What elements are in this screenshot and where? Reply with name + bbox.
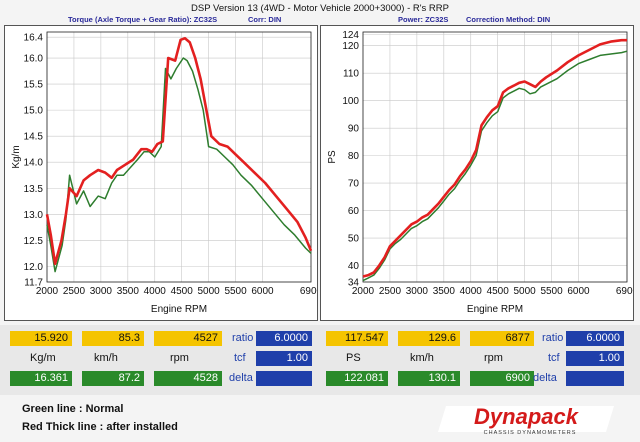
y-tick-label: 12.5 — [24, 236, 44, 247]
y-tick-label: 100 — [342, 96, 359, 107]
x-tick-label: 5000 — [514, 286, 537, 297]
torque-value-normal: 15.920 — [10, 331, 72, 346]
x-tick-label: 3000 — [90, 286, 113, 297]
y-tick-label: 16.4 — [24, 33, 44, 44]
tcf-label: tcf — [234, 352, 246, 364]
torque-correction: Corr: DIN — [248, 15, 282, 24]
after-installed-series-line — [362, 38, 627, 278]
power-unit: PS — [346, 352, 361, 364]
torque-subtitle: Torque (Axle Torque + Gear Ratio): ZC32S — [68, 15, 218, 24]
power-speed-value-after: 130.1 — [398, 371, 460, 386]
x-tick-label: 6000 — [567, 286, 590, 297]
y-tick-label: 15.5 — [24, 80, 44, 91]
y-tick-label: 34 — [348, 278, 360, 289]
y-tick-label: 124 — [342, 30, 359, 41]
y-tick-label: 11.7 — [24, 278, 43, 289]
power-delta-value — [566, 371, 624, 386]
x-tick-label: 3500 — [433, 286, 456, 297]
power-tcf-label: tcf — [548, 352, 560, 364]
x-tick-label: 5500 — [540, 286, 563, 297]
x-tick-label: 2500 — [63, 286, 86, 297]
power-delta-label: delta — [533, 372, 557, 384]
power-speed-value-normal: 129.6 — [398, 331, 460, 346]
normal-series-line — [46, 57, 312, 273]
x-tick-label: 3500 — [117, 286, 140, 297]
ratio-label: ratio — [232, 332, 254, 344]
rpm-value-normal: 4527 — [154, 331, 222, 346]
normal-series-line — [362, 50, 628, 282]
y-axis-label: Kg/m — [11, 145, 22, 168]
plot-frame — [362, 31, 628, 283]
rpm-unit: rpm — [170, 352, 189, 364]
x-tick-label: 5500 — [224, 286, 247, 297]
y-tick-label: 14.0 — [24, 158, 44, 169]
plot-frame — [46, 31, 312, 283]
y-tick-label: 14.5 — [24, 132, 44, 143]
y-axis-label: PS — [327, 150, 338, 164]
y-tick-label: 60 — [348, 206, 360, 217]
x-tick-label: 4500 — [171, 286, 194, 297]
y-tick-label: 90 — [348, 124, 360, 135]
power-value-normal: 117.547 — [326, 331, 388, 346]
x-tick-label: 4000 — [460, 286, 483, 297]
power-rpm-value-normal: 6877 — [470, 331, 534, 346]
power-speed-unit: km/h — [410, 352, 434, 364]
dynapack-logo: Dynapack CHASSIS DYNAMOMETERS — [438, 404, 614, 436]
logo-brand: Dynapack — [474, 404, 580, 429]
after-installed-series-line — [45, 37, 313, 266]
x-tick-label: 2500 — [379, 286, 402, 297]
x-axis-label: Engine RPM — [467, 304, 523, 315]
x-tick-label: 6900 — [300, 286, 317, 297]
x-tick-label: 4000 — [144, 286, 167, 297]
delta-value — [256, 371, 312, 386]
y-tick-label: 50 — [348, 234, 360, 245]
speed-value-normal: 85.3 — [82, 331, 144, 346]
y-tick-label: 40 — [348, 261, 360, 272]
y-tick-label: 15.0 — [24, 106, 44, 117]
rpm-value-after: 4528 — [154, 371, 222, 386]
y-tick-label: 70 — [348, 179, 360, 190]
power-value-after: 122.081 — [326, 371, 388, 386]
power-rpm-unit: rpm — [484, 352, 503, 364]
power-subtitle: Power: ZC32S — [398, 15, 449, 24]
speed-unit: km/h — [94, 352, 118, 364]
dyno-report-title: DSP Version 13 (4WD - Motor Vehicle 2000… — [191, 3, 449, 14]
power-tcf-value: 1.00 — [566, 351, 624, 366]
y-tick-label: 13.5 — [24, 184, 44, 195]
legend-after: Red Thick line : after installed — [22, 421, 178, 433]
x-axis-label: Engine RPM — [151, 304, 207, 315]
x-tick-label: 2000 — [352, 286, 375, 297]
x-tick-label: 5000 — [198, 286, 221, 297]
delta-label: delta — [229, 372, 253, 384]
y-tick-label: 16.0 — [24, 54, 44, 65]
torque-value-after: 16.361 — [10, 371, 72, 386]
x-tick-label: 6900 — [616, 286, 633, 297]
x-tick-label: 2000 — [36, 286, 59, 297]
logo-backdrop — [438, 406, 614, 432]
power-ratio-value: 6.0000 — [566, 331, 624, 346]
x-tick-label: 6000 — [251, 286, 274, 297]
y-tick-label: 110 — [343, 69, 359, 80]
x-tick-label: 3000 — [406, 286, 429, 297]
power-correction: Correction Method: DIN — [466, 15, 551, 24]
speed-value-after: 87.2 — [82, 371, 144, 386]
tcf-value: 1.00 — [256, 351, 312, 366]
torque-unit: Kg/m — [30, 352, 56, 364]
legend-normal: Green line : Normal — [22, 403, 124, 415]
y-tick-label: 120 — [342, 41, 359, 52]
logo-tagline: CHASSIS DYNAMOMETERS — [484, 430, 577, 436]
y-tick-label: 12.0 — [24, 262, 44, 273]
y-tick-label: 13.0 — [24, 210, 44, 221]
x-tick-label: 4500 — [487, 286, 510, 297]
power-rpm-value-after: 6900 — [470, 371, 534, 386]
y-tick-label: 80 — [348, 151, 360, 162]
ratio-value: 6.0000 — [256, 331, 312, 346]
power-ratio-label: ratio — [542, 332, 564, 344]
